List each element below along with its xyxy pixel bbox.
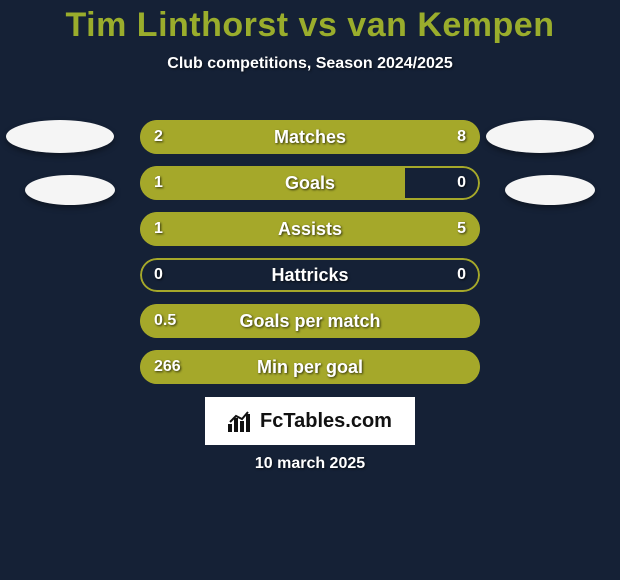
bar-value-right: 5 — [457, 212, 466, 246]
bar-value-right: 8 — [457, 120, 466, 154]
right-avatar-placeholder — [505, 175, 595, 205]
subtitle: Club competitions, Season 2024/2025 — [0, 55, 620, 73]
bar-value-right: 0 — [457, 166, 466, 200]
stat-bars-container: Matches28Goals10Assists15Hattricks00Goal… — [140, 120, 480, 396]
left-avatar-placeholder — [6, 120, 114, 153]
comparison-infographic: Tim Linthorst vs van Kempen Club competi… — [0, 0, 620, 580]
bar-label: Min per goal — [140, 350, 480, 384]
stat-bar-row: Min per goal266 — [140, 350, 480, 384]
stat-bar-row: Hattricks0 0 — [140, 258, 480, 292]
bar-value-left: 266 — [154, 350, 181, 384]
fctables-logo-icon — [228, 410, 254, 432]
bar-value-right: 0 — [457, 258, 466, 292]
bar-label: Assists — [140, 212, 480, 246]
right-avatar-placeholder — [486, 120, 594, 153]
bar-label: Goals per match — [140, 304, 480, 338]
logo-text: FcTables.com — [260, 410, 392, 433]
bar-value-left: 2 — [154, 120, 163, 154]
bar-label: Matches — [140, 120, 480, 154]
bar-value-left: 1 — [154, 212, 163, 246]
left-avatar-placeholder — [25, 175, 115, 205]
logo-box: FcTables.com — [205, 397, 415, 445]
bar-value-left: 1 — [154, 166, 163, 200]
bar-label: Goals — [140, 166, 480, 200]
stat-bar-row: Goals1 0 — [140, 166, 480, 200]
stat-bar-row: Assists1 5 — [140, 212, 480, 246]
stat-bar-row: Matches2 8 — [140, 120, 480, 154]
page-title: Tim Linthorst vs van Kempen — [0, 0, 620, 45]
stat-bar-row: Goals per match0.5 — [140, 304, 480, 338]
bar-value-left: 0.5 — [154, 304, 176, 338]
bar-value-left: 0 — [154, 258, 163, 292]
date-text: 10 march 2025 — [0, 455, 620, 473]
bar-label: Hattricks — [140, 258, 480, 292]
